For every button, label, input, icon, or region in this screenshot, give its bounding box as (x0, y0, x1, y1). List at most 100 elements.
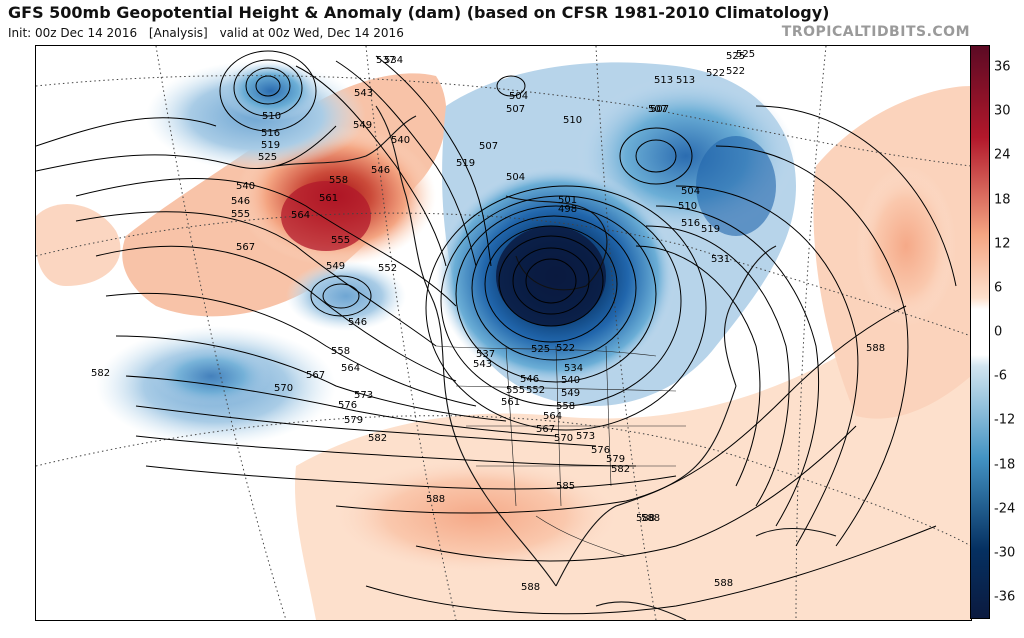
contour-label: 570 (274, 383, 293, 394)
colorbar-tick-label: -12 (994, 412, 1016, 428)
anomaly-negative-aleutian-core (221, 61, 321, 121)
contour-label: 519 (701, 224, 720, 235)
contour-label: 501 (558, 195, 577, 206)
graticule (36, 46, 971, 620)
contour-label: 549 (561, 388, 580, 399)
colorbar-tick-label: 24 (994, 147, 1011, 163)
contour-label: 552 (378, 263, 397, 274)
contour-label: 507 (479, 141, 498, 152)
coastline-east (723, 245, 777, 387)
coastline-cuba (755, 527, 837, 537)
init-time: Init: 00z Dec 14 2016 (8, 26, 138, 40)
contour-label: 558 (556, 401, 575, 412)
contour-label: 573 (576, 431, 595, 442)
contour-label: 546 (520, 374, 539, 385)
contour-label: 540 (236, 181, 255, 192)
contour-label: 576 (591, 445, 610, 456)
anomaly-negative-pacific-core (151, 346, 271, 406)
contour-label: 522 (726, 66, 745, 77)
contour-label: 570 (554, 433, 573, 444)
colorbar-tick-labels: 36 30 24 18 12 6 0 -6 -12 -18 -24 -30 -36 (994, 45, 1024, 619)
anomaly-positive-mexico (326, 456, 626, 576)
contour-label: 588 (866, 343, 885, 354)
contour-label: 549 (326, 261, 345, 272)
contour-label: 543 (354, 88, 373, 99)
map-title: GFS 500mb Geopotential Height & Anomaly … (8, 3, 830, 22)
contour-label: 558 (331, 346, 350, 357)
contour-label: 537 (376, 55, 395, 66)
contour-label: 522 (706, 68, 725, 79)
anomaly-map: 5375345435105165195255495405465585615405… (36, 46, 971, 620)
contour-label: 525 (531, 344, 550, 355)
contour-label: 588 (636, 513, 655, 524)
contour-label: 507 (506, 104, 525, 115)
colorbar-tick-label: -30 (994, 545, 1016, 561)
coastline-alaska (275, 115, 417, 167)
contour-label: 567 (306, 370, 325, 381)
anomaly-negative-coast (286, 261, 406, 331)
coastline-west (375, 105, 557, 587)
colorbar-tick-label: -6 (994, 368, 1007, 384)
contour-label: 531 (711, 254, 730, 265)
contour-label: 552 (526, 385, 545, 396)
contour-label: 498 (558, 204, 577, 215)
contour-label: 504 (506, 172, 525, 183)
contour-label: 588 (521, 582, 540, 593)
contour-label: 510 (678, 201, 697, 212)
anomaly-positive-atlantic-core (856, 166, 956, 326)
anomaly-negative-hudson-core (496, 226, 606, 326)
contour-label: 561 (319, 193, 338, 204)
contour-label: 507 (650, 104, 669, 115)
contour-label: 510 (262, 111, 281, 122)
contour-label: 525 (258, 152, 277, 163)
brand-watermark: TROPICALTIDBITS.COM (781, 24, 970, 40)
contour-label: 543 (473, 359, 492, 370)
contour-label: 507 (648, 104, 667, 115)
colorbar-tick-label: 30 (994, 103, 1011, 119)
contour-label: 504 (509, 91, 528, 102)
contour-label: 588 (641, 513, 660, 524)
contour-label: 561 (501, 397, 520, 408)
contour-label: 546 (231, 196, 250, 207)
contour-label: 546 (371, 165, 390, 176)
map-subtitle: Init: 00z Dec 14 2016 [Analysis] valid a… (8, 26, 412, 40)
colorbar-tick-label: 18 (994, 192, 1011, 207)
contour-label: 582 (611, 464, 630, 475)
contour-label: 525 (726, 51, 745, 62)
contour-label: 567 (536, 424, 555, 435)
contour-label: 540 (391, 135, 410, 146)
contour-label: 582 (368, 433, 387, 444)
contour-label: 546 (348, 317, 367, 328)
contour-label: 519 (456, 158, 475, 169)
anomaly-ridge-core-inner (281, 181, 371, 251)
colorbar-tick-label: 36 (994, 59, 1011, 75)
contour-label: 564 (291, 210, 310, 221)
colorbar-tick-label: 12 (994, 236, 1011, 252)
anomaly-shading (36, 61, 971, 620)
contour-label: 504 (681, 186, 700, 197)
colorbar-tick-label: -24 (994, 501, 1016, 517)
contour-label: 558 (329, 175, 348, 186)
contour-label: 537 (476, 349, 495, 360)
contour-label: 576 (338, 400, 357, 411)
contour-label: 522 (556, 343, 575, 354)
colorbar-tick-label: -18 (994, 457, 1016, 472)
contour-label: 582 (91, 368, 110, 379)
contour-label: 579 (606, 454, 625, 465)
contour-label: 525 (736, 49, 755, 60)
anomaly-colorbar (970, 45, 990, 619)
colorbar-tick-label: -36 (994, 589, 1016, 605)
coastline-hudson (505, 195, 608, 291)
contour-label: 513 (676, 75, 695, 86)
valid-time: valid at 00z Wed, Dec 14 2016 (219, 26, 404, 40)
anomaly-positive-pacific-west (36, 204, 121, 286)
contour-label: 555 (331, 235, 350, 246)
contour-label: 585 (556, 481, 575, 492)
contour-label: 567 (236, 242, 255, 253)
contour-label: 573 (354, 390, 373, 401)
colorbar-tick-label: 0 (994, 324, 1003, 340)
contour-labels: 5375345435105165195255495405465585615405… (91, 49, 885, 593)
map-area: 537 534 543 510 516 519 525 549 540 546 558 561 540 5… (35, 45, 972, 621)
contour-label: 588 (714, 578, 733, 589)
